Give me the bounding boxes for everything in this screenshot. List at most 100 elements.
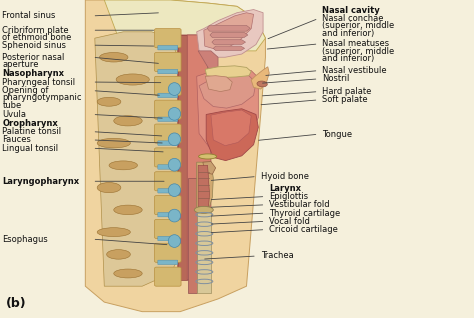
Ellipse shape bbox=[168, 158, 181, 171]
Polygon shape bbox=[213, 46, 245, 51]
Polygon shape bbox=[211, 110, 251, 146]
Text: Palatine tonsil: Palatine tonsil bbox=[2, 127, 62, 136]
Text: Nasopharynx: Nasopharynx bbox=[2, 69, 64, 78]
Text: (superior, middle: (superior, middle bbox=[322, 21, 394, 30]
Text: (superior, middle: (superior, middle bbox=[322, 47, 394, 56]
Text: Frontal sinus: Frontal sinus bbox=[2, 11, 56, 20]
Polygon shape bbox=[198, 165, 210, 207]
FancyBboxPatch shape bbox=[158, 189, 178, 193]
FancyBboxPatch shape bbox=[155, 100, 181, 119]
Text: of ethmoid bone: of ethmoid bone bbox=[2, 33, 72, 42]
Polygon shape bbox=[205, 76, 232, 92]
Polygon shape bbox=[95, 32, 180, 286]
FancyBboxPatch shape bbox=[158, 69, 178, 74]
Text: Hyoid bone: Hyoid bone bbox=[261, 172, 309, 181]
Ellipse shape bbox=[194, 206, 213, 213]
FancyBboxPatch shape bbox=[155, 267, 181, 286]
Text: Nasal cavity: Nasal cavity bbox=[322, 6, 380, 15]
Polygon shape bbox=[206, 109, 258, 161]
FancyBboxPatch shape bbox=[158, 93, 178, 98]
Polygon shape bbox=[199, 74, 256, 108]
Polygon shape bbox=[197, 10, 263, 57]
Text: Soft palate: Soft palate bbox=[322, 95, 368, 104]
Ellipse shape bbox=[109, 161, 137, 170]
FancyBboxPatch shape bbox=[158, 236, 178, 241]
Text: Opening of: Opening of bbox=[2, 86, 49, 95]
Text: and inferior): and inferior) bbox=[322, 29, 374, 38]
Polygon shape bbox=[188, 178, 197, 293]
Text: Vocal fold: Vocal fold bbox=[269, 217, 310, 226]
Text: Trachea: Trachea bbox=[261, 252, 293, 260]
Polygon shape bbox=[197, 67, 258, 153]
Ellipse shape bbox=[168, 133, 181, 146]
Ellipse shape bbox=[199, 154, 217, 159]
FancyBboxPatch shape bbox=[155, 29, 181, 48]
Text: Pharyngeal tonsil: Pharyngeal tonsil bbox=[2, 78, 75, 86]
Text: (b): (b) bbox=[6, 297, 27, 310]
FancyBboxPatch shape bbox=[158, 45, 178, 50]
Text: Thyroid cartilage: Thyroid cartilage bbox=[269, 209, 340, 218]
Polygon shape bbox=[251, 67, 269, 89]
Text: Cribriform plate: Cribriform plate bbox=[2, 26, 69, 35]
Polygon shape bbox=[198, 51, 218, 76]
Ellipse shape bbox=[168, 184, 181, 197]
Text: Esophagus: Esophagus bbox=[2, 235, 48, 244]
FancyBboxPatch shape bbox=[155, 172, 181, 191]
Polygon shape bbox=[197, 162, 213, 210]
Text: Hard palate: Hard palate bbox=[322, 87, 372, 96]
Polygon shape bbox=[203, 162, 216, 174]
Polygon shape bbox=[197, 210, 211, 293]
Polygon shape bbox=[204, 13, 254, 49]
FancyBboxPatch shape bbox=[158, 212, 178, 217]
Ellipse shape bbox=[168, 83, 181, 95]
Text: Nostril: Nostril bbox=[322, 74, 350, 83]
Ellipse shape bbox=[97, 138, 130, 148]
Ellipse shape bbox=[168, 235, 181, 247]
Text: and inferior): and inferior) bbox=[322, 54, 374, 63]
FancyBboxPatch shape bbox=[155, 148, 181, 167]
Ellipse shape bbox=[168, 107, 181, 120]
FancyBboxPatch shape bbox=[158, 260, 178, 265]
Text: Fauces: Fauces bbox=[2, 135, 31, 144]
Text: Tongue: Tongue bbox=[322, 130, 353, 139]
Text: Oropharynx: Oropharynx bbox=[2, 119, 58, 128]
Polygon shape bbox=[205, 66, 251, 78]
Text: Lingual tonsil: Lingual tonsil bbox=[2, 144, 58, 153]
Ellipse shape bbox=[168, 209, 181, 222]
Polygon shape bbox=[178, 35, 187, 280]
FancyBboxPatch shape bbox=[155, 52, 181, 72]
FancyBboxPatch shape bbox=[158, 165, 178, 169]
Polygon shape bbox=[187, 35, 211, 280]
Ellipse shape bbox=[107, 250, 130, 259]
Text: Nasal meatuses: Nasal meatuses bbox=[322, 39, 390, 48]
FancyBboxPatch shape bbox=[155, 196, 181, 215]
Ellipse shape bbox=[114, 205, 142, 215]
Ellipse shape bbox=[97, 97, 121, 106]
Text: Uvula: Uvula bbox=[2, 110, 27, 119]
Text: Cricoid cartilage: Cricoid cartilage bbox=[269, 225, 338, 234]
Text: tube: tube bbox=[2, 101, 22, 110]
Text: pharyngotympanic: pharyngotympanic bbox=[2, 93, 82, 102]
Ellipse shape bbox=[257, 81, 267, 87]
Polygon shape bbox=[104, 0, 265, 51]
FancyBboxPatch shape bbox=[158, 141, 178, 145]
Text: Nasal vestibule: Nasal vestibule bbox=[322, 66, 387, 75]
Text: Epiglottis: Epiglottis bbox=[269, 192, 309, 201]
Text: Vestibular fold: Vestibular fold bbox=[269, 200, 330, 209]
Polygon shape bbox=[85, 0, 265, 312]
Ellipse shape bbox=[97, 228, 130, 237]
Text: Larynx: Larynx bbox=[269, 184, 301, 193]
FancyBboxPatch shape bbox=[155, 124, 181, 143]
Text: Sphenoid sinus: Sphenoid sinus bbox=[2, 41, 66, 50]
FancyBboxPatch shape bbox=[155, 219, 181, 238]
FancyBboxPatch shape bbox=[158, 117, 178, 121]
Ellipse shape bbox=[100, 52, 128, 62]
Text: Nasal conchae: Nasal conchae bbox=[322, 14, 384, 23]
Ellipse shape bbox=[97, 183, 121, 193]
Ellipse shape bbox=[114, 269, 142, 278]
Polygon shape bbox=[178, 35, 199, 280]
Ellipse shape bbox=[114, 116, 142, 126]
Text: Laryngopharynx: Laryngopharynx bbox=[2, 177, 80, 186]
Text: aperture: aperture bbox=[2, 60, 39, 69]
Text: Posterior nasal: Posterior nasal bbox=[2, 53, 65, 62]
